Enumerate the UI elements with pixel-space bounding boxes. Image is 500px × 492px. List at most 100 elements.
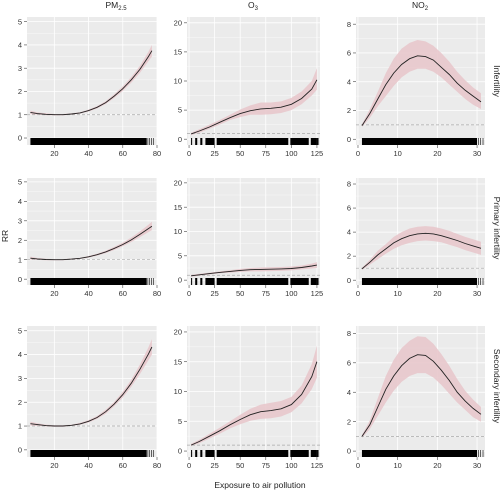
rug-segment [216,450,289,457]
confidence-band [191,68,317,136]
rug-segment [216,278,289,285]
estimate-line [191,264,317,277]
y-tick-label: 5 [18,17,22,26]
panel-r3-no2: 0 2 4 6 8 0 10 20 30 [347,326,485,470]
rug-segment [216,138,289,145]
y-tick-label: 2 [18,87,22,96]
y-tick-label: 5 [18,177,22,186]
x-tick-label: 50 [236,461,244,470]
rug-segment [361,450,478,457]
panel-background [27,17,157,145]
y-tick-label: 0 [18,134,22,143]
rug-segment [195,278,198,285]
rug-segment [30,138,147,145]
rug-segment [200,138,203,145]
y-tick-label: 1 [18,255,22,264]
estimate-line [361,232,482,270]
y-tick-label: 8 [347,180,351,189]
rug-segment [310,138,317,145]
rug-segment [191,138,193,145]
estimate-line [361,354,482,437]
rug-segment [191,278,193,285]
confidence-band [362,336,481,438]
x-tick-label: 10 [394,289,402,298]
x-tick-label: 80 [153,289,161,298]
y-tick-label: 0 [347,135,351,144]
y-tick-label: 0 [18,445,22,454]
panel-r2-no2: 0 2 4 6 8 0 10 20 30 [347,178,485,298]
rug-segment [30,278,147,285]
x-tick-label: 50 [236,289,244,298]
estimate-line [190,79,318,135]
x-tick-label: 25 [210,461,218,470]
x-tick-label: 30 [473,289,481,298]
x-tick-label: 10 [394,149,402,158]
rug-segment [310,450,317,457]
x-tick-label: 0 [187,289,191,298]
rug-segment [361,278,478,285]
y-tick-label: 8 [347,20,351,29]
panel-r3-pm25: 0 1 2 3 4 5 20 40 60 80 [18,326,161,470]
y-tick-label: 5 [178,251,182,260]
y-tick-label: 2 [347,106,351,115]
x-tick-label: 80 [153,461,161,470]
column-title-pm25: PM2.5 [105,0,127,12]
y-tick-label: 10 [174,387,182,396]
y-tick-label: 4 [347,228,351,237]
panel-r3-o3: 0 5 10 15 20 0 25 50 75 100 125 [174,326,323,470]
x-tick-label: 0 [187,461,191,470]
y-tick-label: 1 [18,110,22,119]
x-tick-label: 100 [285,149,298,158]
x-tick-label: 20 [433,289,441,298]
rug-segment [191,450,193,457]
x-tick-label: 0 [187,149,191,158]
y-axis-label: RR [0,230,10,242]
x-tick-label: 60 [119,149,127,158]
y-tick-label: 4 [347,388,351,397]
y-tick-label: 4 [347,77,351,86]
y-tick-label: 10 [174,77,182,86]
x-tick-label: 75 [262,149,270,158]
y-tick-label: 4 [18,197,22,206]
confidence-band [362,226,481,270]
estimate-line [30,346,153,427]
x-tick-label: 60 [119,289,127,298]
rug-segment [195,450,198,457]
rug-segment [30,450,147,457]
x-tick-label: 20 [50,289,58,298]
x-tick-label: 0 [356,149,360,158]
y-tick-label: 2 [347,417,351,426]
y-tick-label: 2 [18,398,22,407]
y-tick-label: 6 [347,49,351,58]
y-tick-label: 2 [347,252,351,261]
y-tick-label: 6 [347,204,351,213]
y-tick-label: 0 [347,276,351,285]
y-tick-label: 15 [174,203,182,212]
x-tick-label: 100 [285,461,298,470]
panel-r2-pm25: 0 1 2 3 4 5 20 40 60 80 [18,177,161,298]
y-tick-label: 5 [18,326,22,335]
x-tick-label: 25 [210,289,218,298]
x-tick-label: 75 [262,461,270,470]
y-tick-label: 15 [174,357,182,366]
x-tick-label: 100 [285,289,298,298]
rug-segment [200,278,203,285]
x-tick-label: 0 [356,461,360,470]
rug-segment [195,138,198,145]
y-tick-label: 5 [178,417,182,426]
x-tick-label: 40 [84,289,92,298]
row-title-infertility: Infertility [492,65,500,97]
y-tick-label: 15 [174,48,182,57]
x-axis-label: Exposure to air pollution [214,480,305,490]
x-tick-label: 125 [311,149,324,158]
x-tick-label: 30 [473,461,481,470]
x-tick-label: 30 [473,149,481,158]
rug-segment [200,450,203,457]
y-tick-label: 4 [18,350,22,359]
x-tick-label: 50 [236,149,244,158]
y-tick-label: 0 [18,275,22,284]
x-tick-label: 75 [262,289,270,298]
row-title-primary-infertility: Primary infertility [492,197,500,261]
